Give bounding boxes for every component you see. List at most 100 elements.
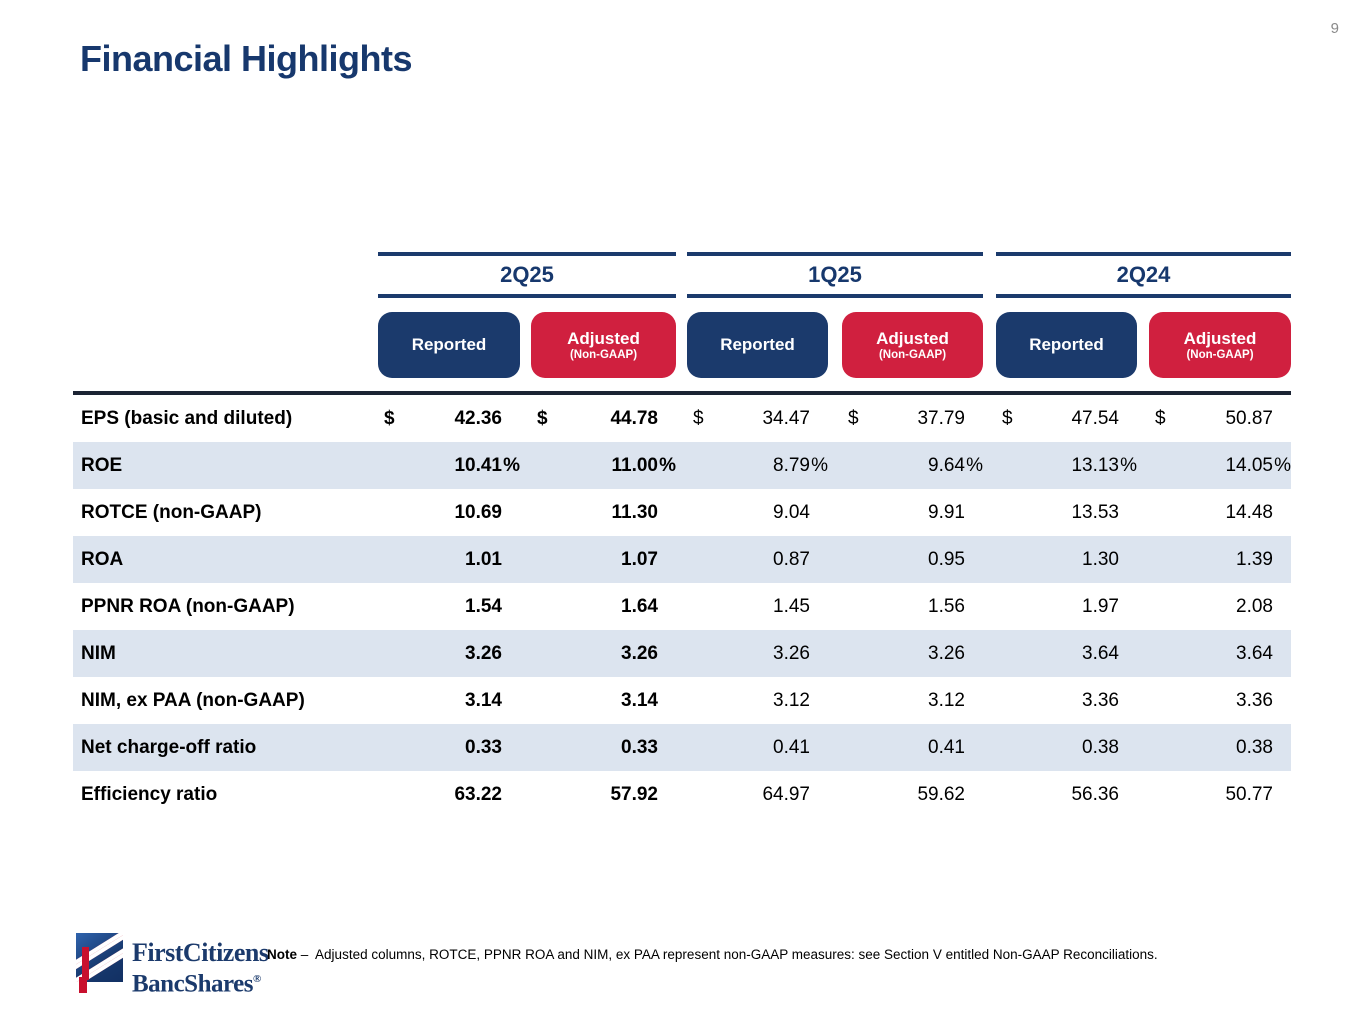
value-cell: $50.87 bbox=[1149, 408, 1291, 430]
column-group-2Q25: 2Q25 Reported Adjusted (Non-GAAP) bbox=[378, 250, 676, 378]
value-cell: 1.56 bbox=[842, 596, 983, 618]
value: 0.95 bbox=[928, 548, 965, 570]
value-cell: 1.45 bbox=[687, 596, 828, 618]
column-group-2Q24: 2Q24 Reported Adjusted (Non-GAAP) bbox=[996, 250, 1291, 378]
value-cell: 64.97 bbox=[687, 784, 828, 806]
value-cell: 59.62 bbox=[842, 784, 983, 806]
table-row: NIM 3.26 3.26 3.26 3.26 3.64 3.64 bbox=[73, 630, 1291, 677]
value: 3.12 bbox=[928, 689, 965, 711]
value-cell: $42.36 bbox=[378, 408, 520, 430]
value-cell: 0.38 bbox=[996, 737, 1137, 759]
logo-wordmark: FirstCitizens BancShares® bbox=[132, 938, 269, 998]
value-cell: 1.01 bbox=[378, 549, 520, 571]
value-cell: 9.64% bbox=[842, 455, 983, 477]
pill-sublabel: (Non-GAAP) bbox=[1186, 348, 1254, 361]
value: 50.77 bbox=[1225, 783, 1273, 805]
percent-symbol: % bbox=[811, 454, 828, 476]
pill-label: Adjusted bbox=[567, 328, 640, 348]
percent-symbol: % bbox=[1120, 454, 1137, 476]
value-cell: 3.64 bbox=[996, 643, 1137, 665]
value-cell: 0.95 bbox=[842, 549, 983, 571]
value: 37.79 bbox=[917, 407, 965, 429]
value: 3.64 bbox=[1236, 642, 1273, 664]
logo-line-1: FirstCitizens bbox=[132, 938, 269, 967]
table-top-border bbox=[73, 391, 1291, 395]
value: 9.04 bbox=[773, 501, 810, 523]
value-cell: 3.26 bbox=[531, 643, 676, 665]
pill-label: Adjusted bbox=[876, 328, 949, 348]
value: 13.13 bbox=[1071, 454, 1119, 476]
value: 0.38 bbox=[1236, 736, 1273, 758]
pill-sublabel: (Non-GAAP) bbox=[569, 348, 638, 361]
currency-symbol: $ bbox=[537, 407, 548, 429]
value: 14.05 bbox=[1225, 454, 1273, 476]
row-label: NIM bbox=[81, 642, 116, 664]
value: 3.14 bbox=[465, 689, 502, 711]
value-cell: 3.26 bbox=[842, 643, 983, 665]
row-label: Efficiency ratio bbox=[81, 783, 218, 805]
adjusted-pill-2Q24: Adjusted (Non-GAAP) bbox=[1149, 312, 1291, 378]
column-pills: Reported Adjusted (Non-GAAP) bbox=[378, 312, 676, 378]
value: 9.91 bbox=[928, 501, 965, 523]
pill-label: Reported bbox=[411, 335, 487, 354]
value-cell: 50.77 bbox=[1149, 784, 1291, 806]
value-cell: 0.87 bbox=[687, 549, 828, 571]
quarter-header: 1Q25 bbox=[687, 252, 983, 298]
value-cell: 57.92 bbox=[531, 784, 676, 806]
row-label: ROTCE (non-GAAP) bbox=[81, 501, 262, 523]
value-cell: 10.41% bbox=[378, 455, 520, 477]
value: 3.14 bbox=[621, 689, 658, 711]
logo-line-2: BancShares® bbox=[132, 970, 261, 998]
footnote: Note – Adjusted columns, ROTCE, PPNR ROA… bbox=[267, 946, 1207, 963]
value: 1.54 bbox=[465, 595, 502, 617]
pill-label: Adjusted bbox=[1183, 328, 1257, 348]
value-cell: $34.47 bbox=[687, 408, 828, 430]
value-cell: 1.54 bbox=[378, 596, 520, 618]
row-label: ROA bbox=[81, 548, 124, 570]
value-cell: 1.97 bbox=[996, 596, 1137, 618]
row-label: Net charge-off ratio bbox=[81, 736, 257, 758]
quarter-label: 2Q25 bbox=[500, 262, 554, 287]
value-cell: 0.33 bbox=[378, 737, 520, 759]
value: 34.47 bbox=[762, 407, 810, 429]
registered-mark: ® bbox=[252, 973, 261, 985]
quarter-header: 2Q24 bbox=[996, 252, 1291, 298]
value-cell: 3.14 bbox=[378, 690, 520, 712]
row-label: ROE bbox=[81, 454, 123, 476]
value: 14.48 bbox=[1225, 501, 1273, 523]
currency-symbol: $ bbox=[384, 407, 395, 429]
percent-symbol: % bbox=[503, 454, 520, 476]
pill-sublabel: (Non-GAAP) bbox=[878, 348, 947, 361]
value: 11.30 bbox=[611, 501, 659, 523]
value: 8.79 bbox=[773, 454, 810, 476]
value: 2.08 bbox=[1236, 595, 1273, 617]
value-cell: 9.91 bbox=[842, 502, 983, 524]
value: 1.07 bbox=[621, 548, 658, 570]
reported-pill-1Q25: Reported bbox=[687, 312, 828, 378]
value: 10.41 bbox=[454, 454, 502, 476]
value: 11.00 bbox=[611, 454, 659, 476]
quarter-label: 1Q25 bbox=[808, 262, 862, 287]
value: 1.30 bbox=[1082, 548, 1119, 570]
value: 1.01 bbox=[465, 548, 502, 570]
value: 57.92 bbox=[610, 783, 658, 805]
table-row: NIM, ex PAA (non-GAAP) 3.14 3.14 3.12 3.12 3.… bbox=[73, 677, 1291, 724]
value: 0.41 bbox=[773, 736, 810, 758]
value: 1.39 bbox=[1236, 548, 1273, 570]
value-cell: 3.36 bbox=[996, 690, 1137, 712]
value: 0.41 bbox=[928, 736, 965, 758]
financial-highlights-table: 2Q25 Reported Adjusted (Non-GAAP) 1Q25 Report… bbox=[73, 250, 1291, 818]
value: 56.36 bbox=[1071, 783, 1119, 805]
column-pills: Reported Adjusted (Non-GAAP) bbox=[996, 312, 1291, 378]
currency-symbol: $ bbox=[848, 407, 859, 429]
value-cell: 0.33 bbox=[531, 737, 676, 759]
value: 64.97 bbox=[762, 783, 810, 805]
value: 3.26 bbox=[928, 642, 965, 664]
table-row: Net charge-off ratio 0.33 0.33 0.41 0.41 0.38… bbox=[73, 724, 1291, 771]
value: 3.26 bbox=[773, 642, 810, 664]
value-cell: 14.05% bbox=[1149, 455, 1291, 477]
page-number: 9 bbox=[1330, 20, 1339, 37]
value-cell: 3.14 bbox=[531, 690, 676, 712]
value: 59.62 bbox=[917, 783, 965, 805]
